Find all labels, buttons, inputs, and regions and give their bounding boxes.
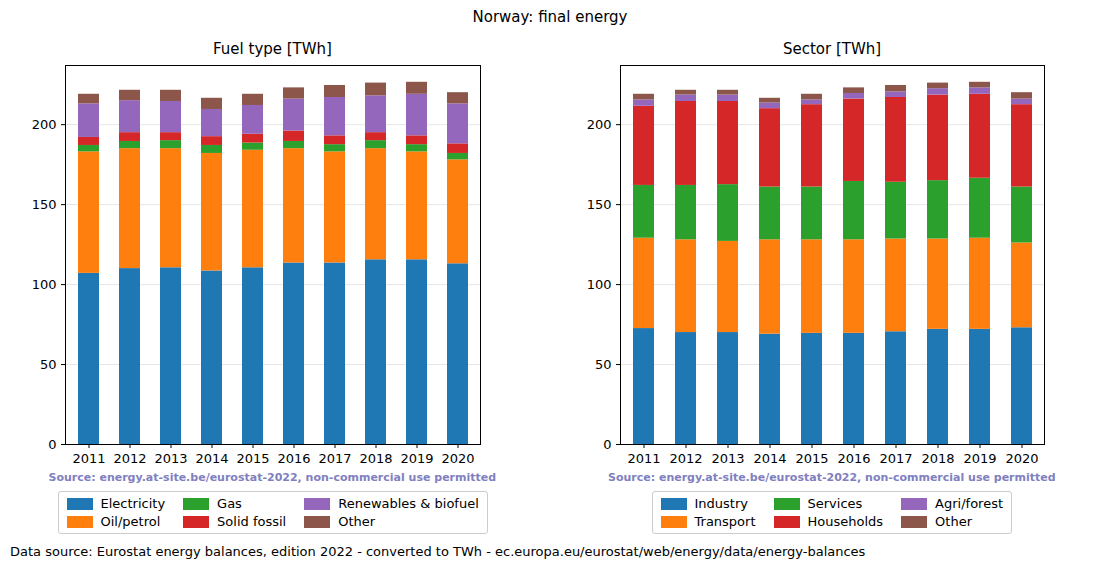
svg-text:100: 100 <box>587 277 612 292</box>
svg-text:2011: 2011 <box>627 451 660 466</box>
svg-text:0: 0 <box>603 437 611 452</box>
svg-text:2018: 2018 <box>921 451 954 466</box>
html-text:Agri/forest: Agri/forest <box>935 496 1003 511</box>
html-text:Other: Other <box>338 514 376 529</box>
svg-text:2015: 2015 <box>236 451 269 466</box>
html-text:Sector [TWh]: Sector [TWh] <box>782 40 882 58</box>
svg-text:0: 0 <box>48 437 56 452</box>
svg-text:200: 200 <box>32 117 57 132</box>
svg-text:2012: 2012 <box>669 451 702 466</box>
html-text:Source: energy.at-site.be/euro: Source: energy.at-site.be/eurostat-2022,… <box>48 471 497 484</box>
svg-text:2013: 2013 <box>154 451 187 466</box>
html-text:Renewables & biofuel: Renewables & biofuel <box>338 496 479 511</box>
html-text:Data source: Eurostat energy b: Data source: Eurostat energy balances, e… <box>10 544 866 559</box>
html-text:Norway: final energy: Norway: final energy <box>472 8 628 26</box>
html-text:Solid fossil: Solid fossil <box>217 514 287 529</box>
svg-text:2020: 2020 <box>1005 451 1038 466</box>
svg-text:2017: 2017 <box>879 451 912 466</box>
html-text:Gas: Gas <box>217 496 242 511</box>
svg-text:2011: 2011 <box>72 451 105 466</box>
svg-text:2017: 2017 <box>318 451 351 466</box>
html-text:Households: Households <box>807 514 884 529</box>
svg-text:2012: 2012 <box>113 451 146 466</box>
svg-text:2014: 2014 <box>753 451 786 466</box>
svg-text:200: 200 <box>587 117 612 132</box>
svg-text:150: 150 <box>32 197 57 212</box>
html-text:Transport: Transport <box>694 514 756 529</box>
svg-text:2014: 2014 <box>195 451 228 466</box>
html-text:Fuel type [TWh]: Fuel type [TWh] <box>213 40 332 58</box>
svg-text:2019: 2019 <box>400 451 433 466</box>
svg-text:2020: 2020 <box>441 451 474 466</box>
svg-text:2015: 2015 <box>795 451 828 466</box>
svg-text:150: 150 <box>587 197 612 212</box>
svg-text:2016: 2016 <box>837 451 870 466</box>
html-text:Industry: Industry <box>694 496 748 511</box>
html-text:Services: Services <box>807 496 863 511</box>
svg-text:50: 50 <box>595 357 612 372</box>
svg-text:2016: 2016 <box>277 451 310 466</box>
svg-text:2019: 2019 <box>963 451 996 466</box>
html-text:Source: energy.at-site.be/euro: Source: energy.at-site.be/eurostat-2022,… <box>608 471 1056 484</box>
html-text:Other: Other <box>935 514 972 529</box>
html-text:Oil/petrol: Oil/petrol <box>100 514 161 529</box>
html-text:Electricity: Electricity <box>100 496 166 511</box>
svg-text:100: 100 <box>32 277 57 292</box>
svg-text:2013: 2013 <box>711 451 744 466</box>
svg-text:2018: 2018 <box>359 451 392 466</box>
svg-text:50: 50 <box>40 357 57 372</box>
